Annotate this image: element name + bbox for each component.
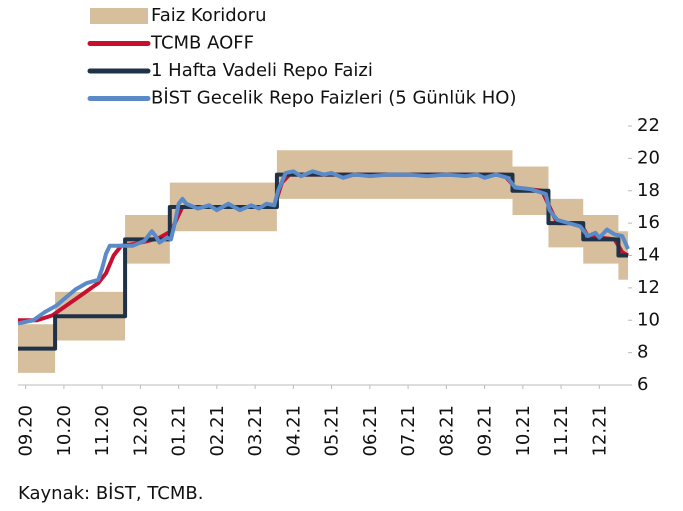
y-tick-label: 12	[637, 277, 660, 298]
x-tick-label: 04.21	[283, 405, 304, 457]
legend-label: 1 Hafta Vadeli Repo Faizi	[151, 60, 373, 81]
x-tick-label: 10.21	[513, 405, 534, 457]
legend-label: BİST Gecelik Repo Faizleri (5 Günlük HO)	[151, 88, 517, 109]
x-tick-label: 03.21	[245, 405, 266, 457]
x-tick-label: 08.21	[436, 405, 457, 457]
x-tick-label: 12.21	[589, 405, 610, 457]
y-tick-label: 16	[637, 212, 660, 233]
series-line	[17, 169, 630, 326]
x-tick-label: 06.21	[360, 405, 381, 457]
y-tick-label: 10	[637, 309, 660, 330]
y-tick-label: 14	[637, 245, 660, 266]
x-tick-label: 07.21	[398, 405, 419, 457]
x-tick-label: 11.20	[92, 405, 113, 457]
source: Kaynak: BİST, TCMB.	[18, 483, 203, 504]
y-tick-label: 22	[637, 115, 660, 136]
y-tick-label: 8	[637, 342, 648, 363]
x-tick-label: 12.20	[130, 405, 151, 457]
y-tick-label: 6	[637, 374, 648, 395]
y-tick-label: 20	[637, 147, 660, 168]
x-tick-label: 10.20	[54, 405, 75, 457]
x-tick-label: 01.21	[169, 405, 190, 457]
x-tick-label: 05.21	[322, 405, 343, 457]
x-tick-label: 02.21	[207, 405, 228, 457]
legend-label: TCMB AOFF	[150, 33, 254, 54]
x-tick-label: 09.21	[475, 405, 496, 457]
legend-swatch	[90, 8, 148, 24]
legend-label: Faiz Koridoru	[151, 5, 266, 26]
x-tick-label: 11.21	[551, 405, 572, 457]
y-tick-label: 18	[637, 180, 660, 201]
x-tick-label: 09.20	[16, 405, 37, 457]
